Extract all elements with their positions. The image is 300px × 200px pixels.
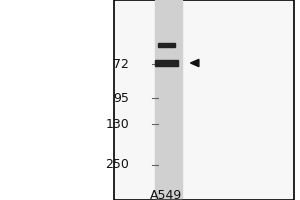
Text: 250: 250 [105, 158, 129, 171]
Text: A549: A549 [150, 189, 183, 200]
Polygon shape [190, 59, 199, 67]
Bar [158, 43, 175, 47]
Text: 130: 130 [105, 117, 129, 130]
FancyBboxPatch shape [114, 0, 294, 200]
Bar [154, 0, 182, 198]
Text: 95: 95 [113, 92, 129, 104]
Text: 72: 72 [113, 58, 129, 71]
Bar [155, 60, 178, 66]
